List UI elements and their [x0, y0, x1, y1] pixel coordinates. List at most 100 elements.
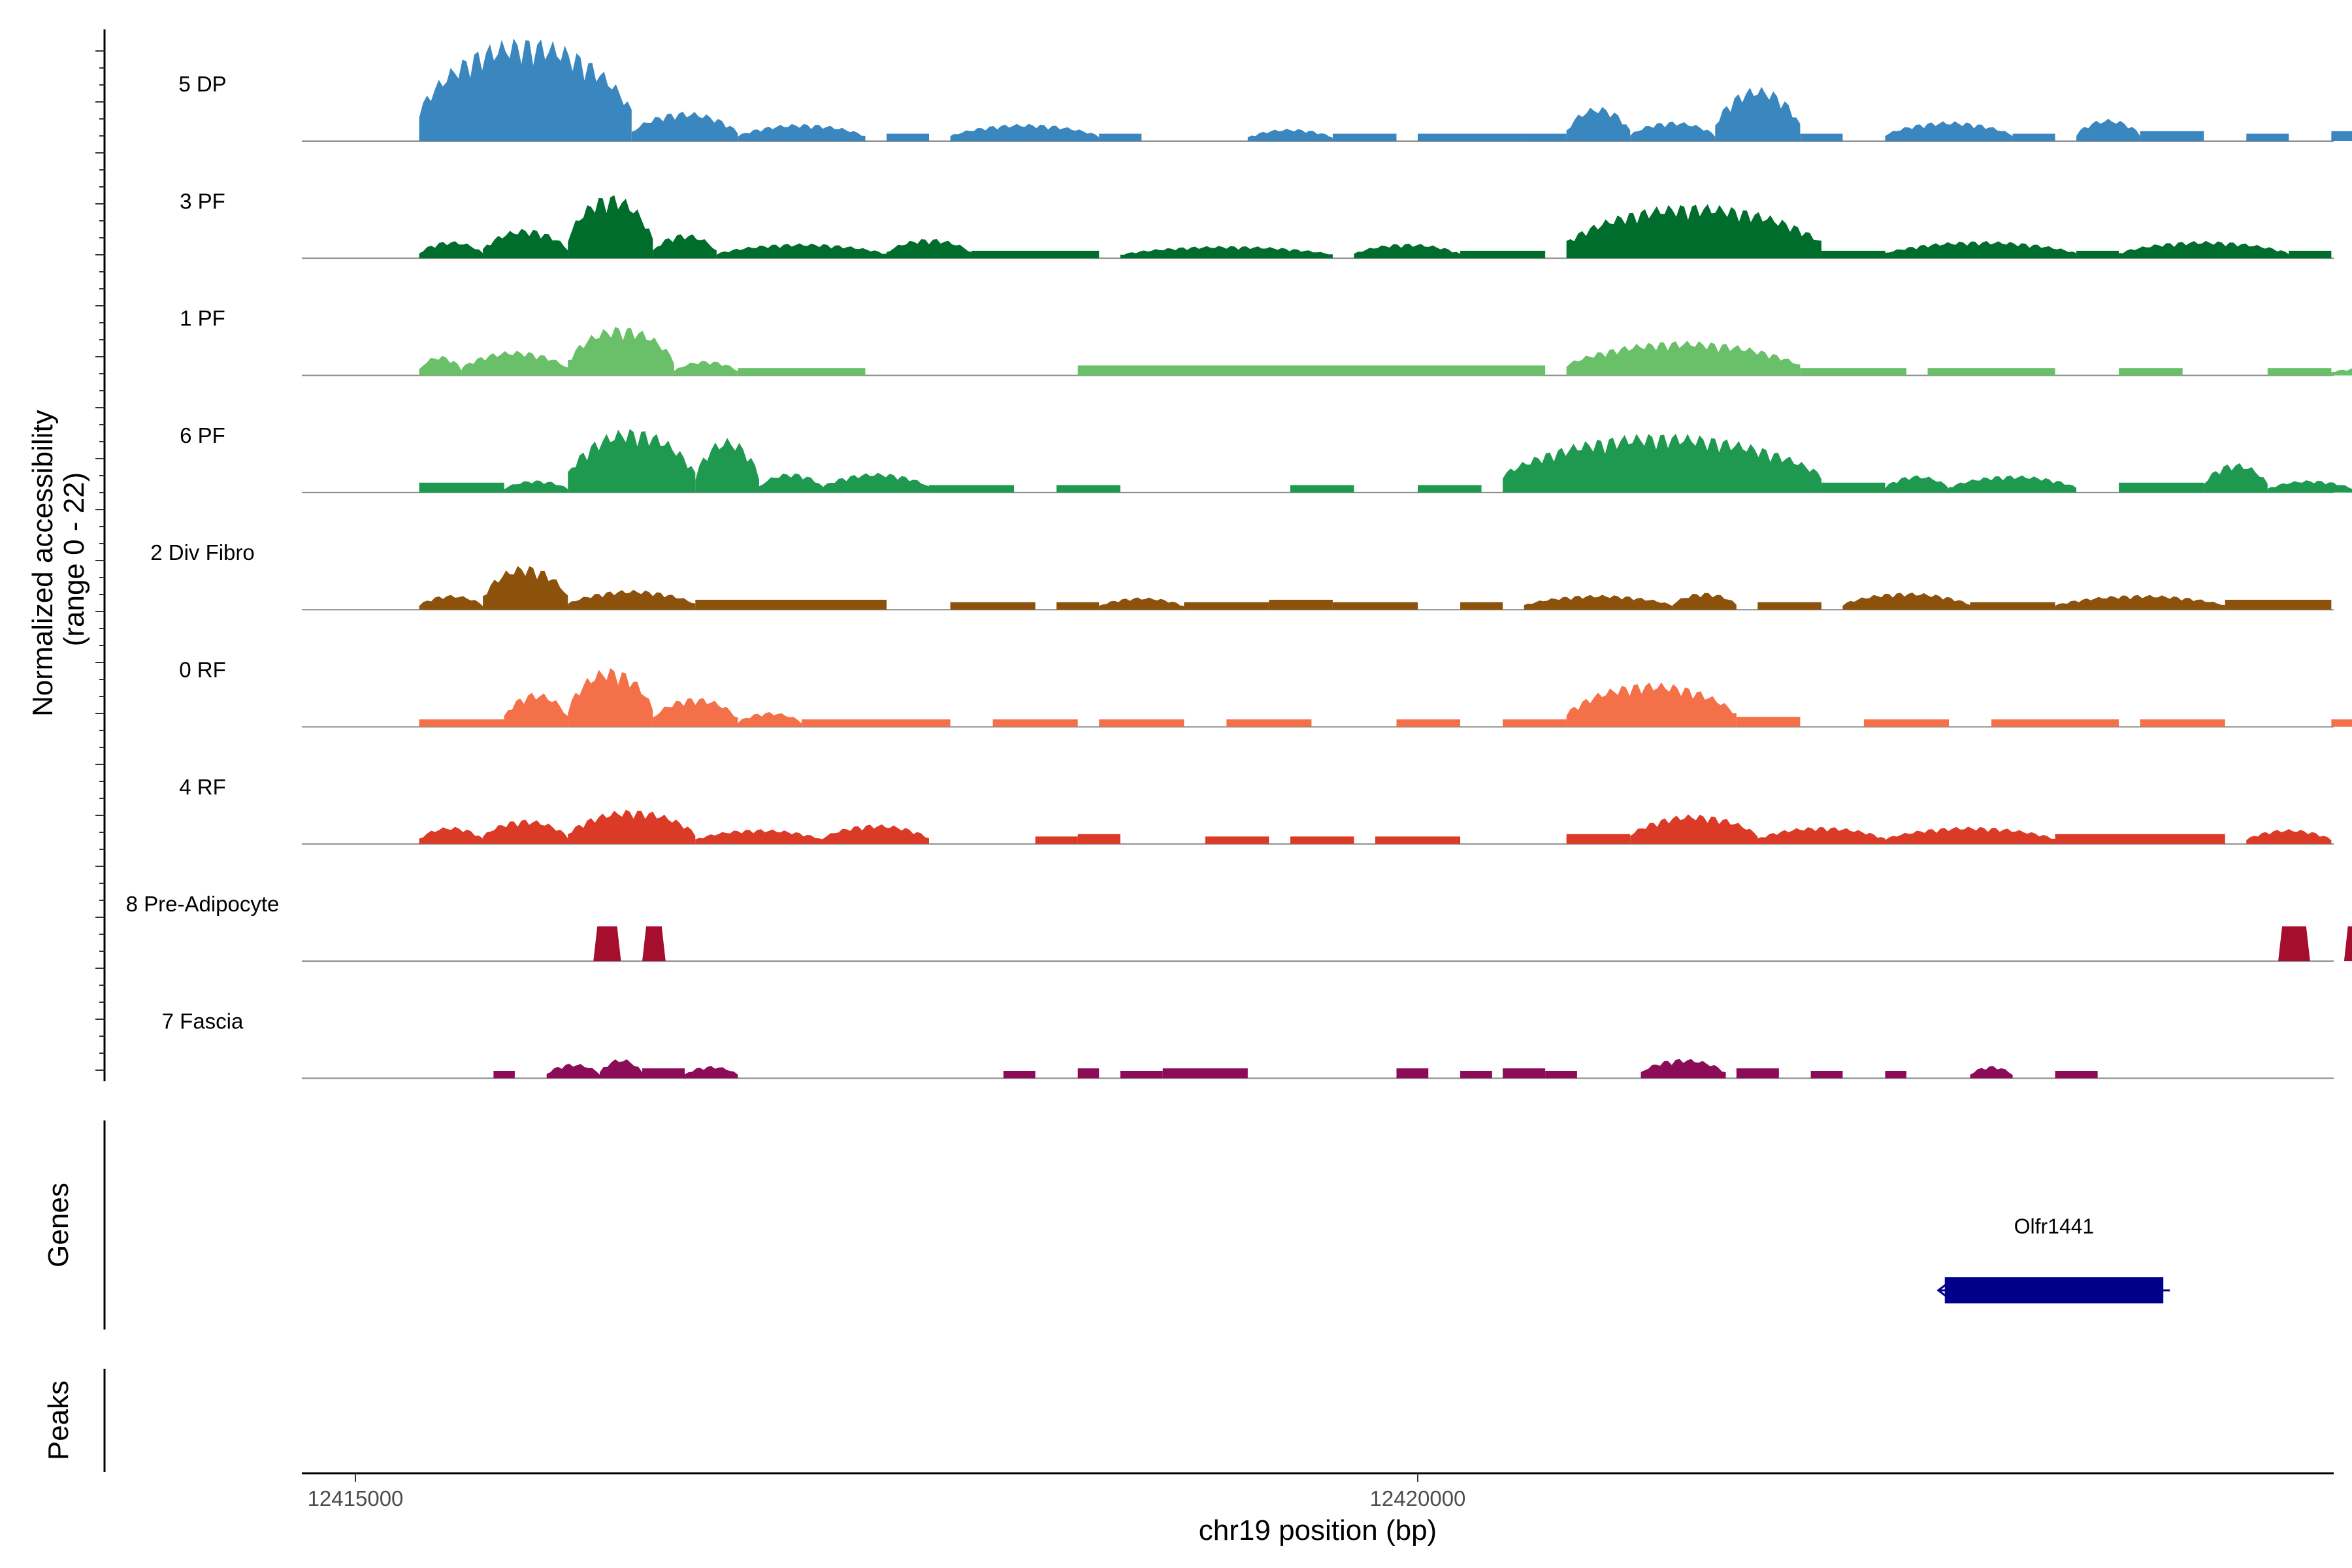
- peak-6-pf-10: [1503, 433, 1821, 493]
- peak-4-rf-15: [2246, 829, 2332, 844]
- peak-8-pre-adipocyte-3: [2344, 926, 2352, 962]
- track-4-rf: 4 RF: [179, 775, 2334, 845]
- peak-3-pf-15: [2289, 250, 2332, 259]
- peak-5-dp-15: [2012, 133, 2055, 141]
- peak-5-dp-0: [419, 38, 632, 142]
- peak-5-dp-4: [950, 123, 1100, 141]
- peak-0-rf-9: [1396, 719, 1461, 727]
- peak-7-fascia-1: [546, 1064, 600, 1079]
- peak-5-dp-2: [738, 123, 866, 141]
- peak-5-dp-13: [1800, 133, 1843, 141]
- peak-3-pf-4: [716, 243, 887, 259]
- peak-3-pf-7: [1120, 246, 1333, 259]
- peak-4-rf-2: [568, 809, 696, 844]
- peak-2-div-fibro-11: [1524, 595, 1673, 610]
- track-signal-7-fascia: [493, 1058, 2098, 1079]
- peak-5-dp-19: [2331, 131, 2352, 141]
- peak-2-div-fibro-2: [568, 589, 696, 610]
- peak-5-dp-9: [1524, 133, 1567, 141]
- peak-7-fascia-18: [2055, 1071, 2098, 1079]
- peak-2-div-fibro-1: [483, 566, 568, 610]
- peak-5-dp-11: [1630, 122, 1716, 141]
- peak-6-pf-12: [1885, 475, 1949, 493]
- peak-4-rf-14: [2055, 834, 2225, 844]
- peak-2-div-fibro-9: [1332, 602, 1418, 610]
- peak-0-rf-10: [1503, 719, 1567, 727]
- peak-0-rf-11: [1566, 682, 1737, 727]
- peak-3-pf-6: [972, 250, 1100, 259]
- peak-1-pf-5: [1077, 365, 1546, 376]
- peak-4-rf-11: [1630, 814, 1758, 844]
- peak-4-rf-3: [695, 829, 823, 844]
- peak-0-rf-12: [1736, 717, 1801, 727]
- peak-6-pf-0: [419, 482, 504, 493]
- peaks-axis-title: Peaks: [42, 1380, 74, 1460]
- peak-2-div-fibro-15: [1970, 602, 2055, 610]
- y-axis-title: Normalized accessibility (range 0 - 22): [27, 402, 90, 717]
- peak-1-pf-7: [1800, 368, 1906, 376]
- peak-4-rf-1: [483, 819, 568, 844]
- gene-models: Olfr1441Pfpl: [1936, 1215, 2170, 1303]
- peak-4-rf-7: [1205, 836, 1269, 844]
- track-signal-0-rf: [419, 668, 2352, 727]
- peak-0-rf-15: [2140, 719, 2225, 727]
- peak-2-div-fibro-5: [1056, 602, 1100, 610]
- peak-2-div-fibro-16: [2055, 595, 2225, 610]
- peak-5-dp-17: [2140, 131, 2204, 141]
- peak-1-pf-0: [419, 355, 462, 376]
- peak-1-pf-10: [2267, 368, 2332, 376]
- peak-7-fascia-6: [1077, 1068, 1100, 1079]
- peak-6-pf-14: [2119, 482, 2204, 493]
- peak-5-dp-3: [887, 133, 930, 141]
- peak-2-div-fibro-8: [1269, 600, 1333, 610]
- peak-7-fascia-14: [1736, 1068, 1779, 1079]
- track-signal-4-rf: [419, 809, 2332, 844]
- track-label-4-rf: 4 RF: [179, 775, 226, 799]
- peak-6-pf-1: [504, 480, 568, 493]
- peak-1-pf-11: [2331, 368, 2352, 376]
- peak-6-pf-2: [568, 429, 696, 493]
- genes-axis-title: Genes: [42, 1183, 74, 1267]
- track-label-5-dp: 5 DP: [178, 72, 226, 96]
- peak-7-fascia-4: [685, 1066, 738, 1079]
- gene-label-olfr1441: Olfr1441: [2014, 1215, 2095, 1238]
- track-label-8-pre-adipocyte: 8 Pre-Adipocyte: [126, 892, 280, 916]
- peak-4-rf-5: [1035, 836, 1078, 844]
- peak-1-pf-2: [568, 327, 674, 376]
- peak-7-fascia-13: [1641, 1058, 1726, 1079]
- y-axis: Normalized accessibility (range 0 - 22): [27, 29, 106, 1081]
- track-label-6-pf: 6 PF: [180, 423, 225, 448]
- track-signal-5-dp: [419, 38, 2352, 142]
- track-signal-8-pre-adipocyte: [593, 926, 2352, 962]
- track-signal-2-div-fibro: [419, 566, 2332, 610]
- peak-6-pf-6: [929, 485, 1015, 493]
- peak-4-rf-8: [1290, 836, 1354, 844]
- peak-0-rf-5: [801, 719, 951, 727]
- peak-1-pf-1: [461, 350, 568, 376]
- track-signal-6-pf: [419, 429, 2352, 493]
- x-axis: 124150001242000012425000 chr19 position …: [302, 1472, 2334, 1546]
- track-7-fascia: 7 Fascia: [162, 1009, 2334, 1079]
- track-0-rf: 0 RF: [179, 658, 2352, 728]
- peak-3-pf-11: [1821, 250, 1886, 259]
- peak-5-dp-16: [2076, 118, 2140, 141]
- track-3-pf: 3 PF: [180, 189, 2334, 259]
- peak-6-pf-4: [759, 473, 823, 493]
- peak-5-dp-10: [1566, 106, 1631, 141]
- peak-4-rf-0: [419, 826, 483, 844]
- x-axis-ticks: 124150001242000012425000: [308, 1473, 1466, 1511]
- x-tick-label-1: 12420000: [1370, 1486, 1466, 1511]
- gene-olfr1441: Olfr1441: [1936, 1215, 2170, 1303]
- peak-7-fascia-8: [1162, 1068, 1248, 1079]
- peak-0-rf-3: [653, 698, 738, 727]
- peak-3-pf-1: [483, 229, 568, 259]
- peak-4-rf-4: [823, 824, 930, 844]
- peak-8-pre-adipocyte-0: [593, 926, 621, 962]
- track-label-2-div-fibro: 2 Div Fibro: [150, 540, 255, 564]
- peak-5-dp-6: [1247, 129, 1333, 141]
- peak-6-pf-16: [2267, 480, 2352, 493]
- peak-8-pre-adipocyte-1: [642, 926, 666, 962]
- peak-0-rf-0: [419, 719, 504, 727]
